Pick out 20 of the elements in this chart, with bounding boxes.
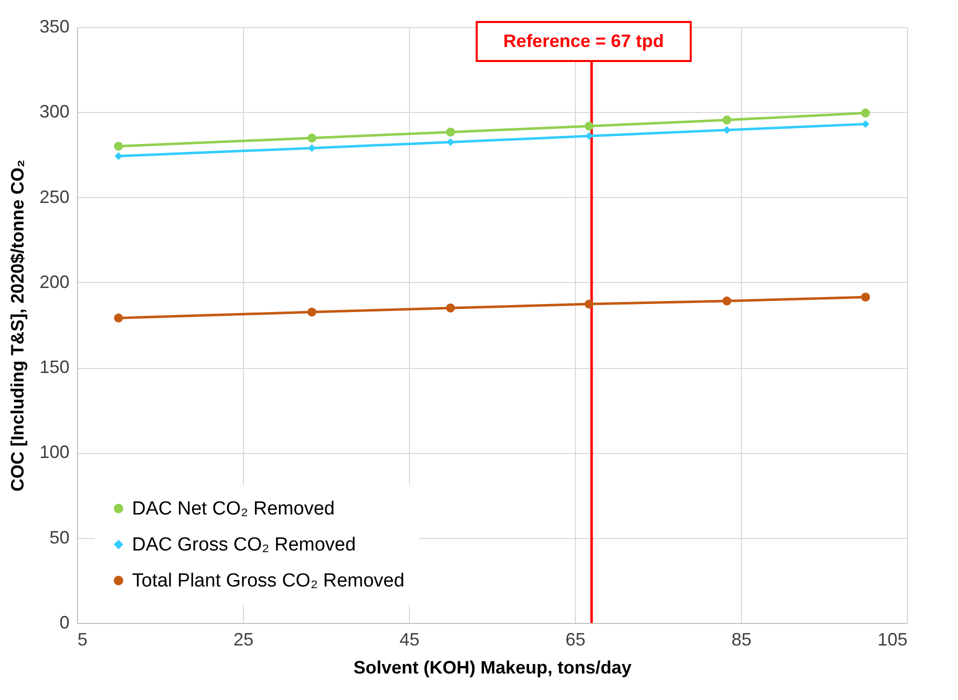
y-axis-title: COC [Including T&S], 2020$/tonne CO₂ [7, 159, 28, 492]
x-axis-title: Solvent (KOH) Makeup, tons/day [353, 658, 632, 678]
x-tick-label: 45 [399, 630, 420, 650]
x-tick-label: 65 [565, 630, 586, 650]
legend-label: DAC Gross CO₂ Removed [132, 534, 356, 556]
y-tick-label: 0 [59, 612, 70, 632]
y-tick-label: 50 [49, 527, 70, 548]
x-tick-label: 105 [877, 630, 908, 650]
legend-label: Total Plant Gross CO₂ Removed [132, 570, 404, 592]
x-tick-label: 85 [731, 630, 752, 650]
y-tick-label: 150 [39, 357, 70, 378]
ref-line-label: Reference = 67 tpd [475, 21, 692, 62]
x-tick-label: 25 [233, 630, 254, 650]
legend-label: DAC Net CO₂ Removed [132, 498, 335, 520]
x-tick-label: 5 [78, 630, 88, 650]
y-tick-label: 300 [39, 102, 70, 122]
y-tick-label: 250 [39, 186, 70, 207]
y-tick-label: 200 [39, 272, 70, 292]
y-tick-label: 100 [39, 442, 70, 462]
y-tick-label: 350 [39, 16, 70, 36]
